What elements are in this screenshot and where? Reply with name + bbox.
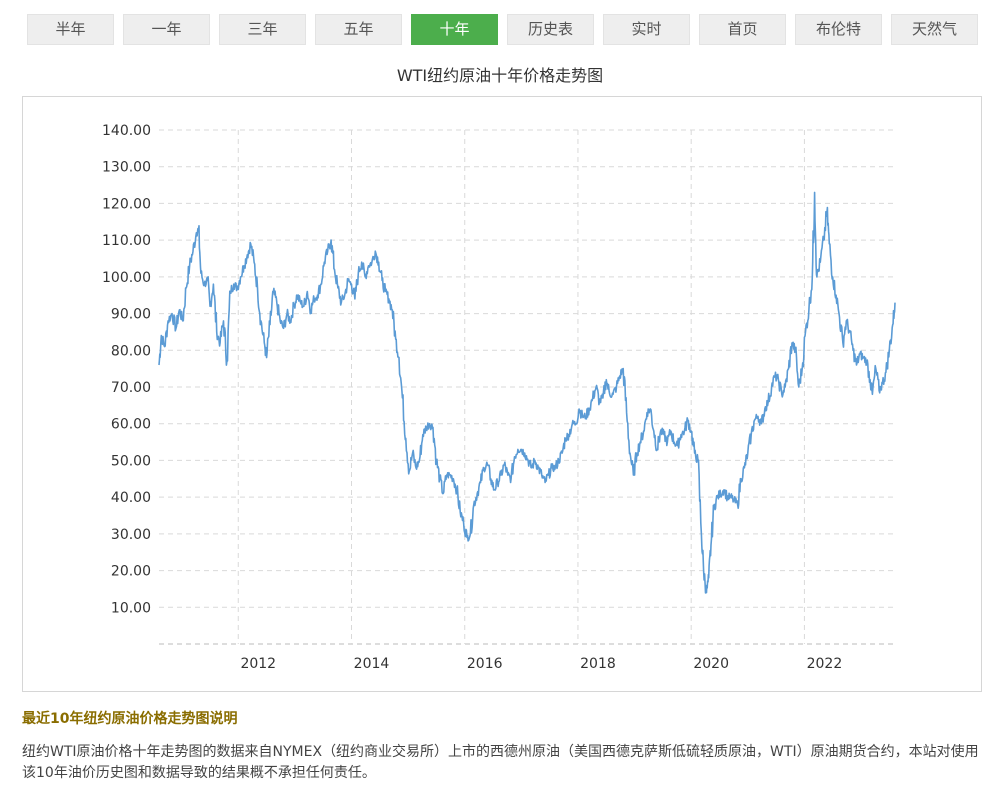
tab-1[interactable]: 一年 xyxy=(123,14,210,45)
x-tick-label: 2018 xyxy=(580,656,616,672)
y-tick-label: 90.00 xyxy=(111,307,151,323)
description-body: 纽约WTI原油价格十年走势图的数据来自NYMEX（纽约商业交易所）上市的西德州原… xyxy=(22,744,979,781)
y-tick-label: 50.00 xyxy=(111,453,151,469)
x-tick-label: 2016 xyxy=(467,656,503,672)
y-tick-label: 20.00 xyxy=(111,564,151,580)
x-tick-label: 2014 xyxy=(354,656,390,672)
chart-title: WTI纽约原油十年价格走势图 xyxy=(396,66,604,85)
chart-svg: 10.00 20.00 30.00 40.00 50.00 60.00 70.00 80.00… xyxy=(102,123,896,672)
tab-0[interactable]: 半年 xyxy=(27,14,114,45)
y-tick-label: 40.00 xyxy=(111,490,151,506)
y-tick-label: 140.00 xyxy=(102,123,151,139)
chart-container: 10.00 20.00 30.00 40.00 50.00 60.00 70.00 80.00… xyxy=(22,96,982,692)
y-tick-label: 60.00 xyxy=(111,417,151,433)
description-heading: 最近10年纽约原油价格走势图说明 xyxy=(22,711,238,727)
wti-price-line xyxy=(158,191,896,594)
tab-7[interactable]: 首页 xyxy=(699,14,786,45)
x-tick-label: 2012 xyxy=(240,656,276,672)
tab-8[interactable]: 布伦特 xyxy=(795,14,882,45)
tab-4[interactable]: 十年 xyxy=(411,14,498,45)
y-tick-label: 10.00 xyxy=(111,600,151,616)
y-tick-label: 30.00 xyxy=(111,527,151,543)
y-tick-label: 100.00 xyxy=(102,270,151,286)
tab-6[interactable]: 实时 xyxy=(603,14,690,45)
y-tick-label: 110.00 xyxy=(102,233,151,249)
tab-5[interactable]: 历史表 xyxy=(507,14,594,45)
y-tick-label: 130.00 xyxy=(102,160,151,176)
tab-9[interactable]: 天然气 xyxy=(891,14,978,45)
x-tick-label: 2020 xyxy=(693,656,729,672)
y-tick-label: 80.00 xyxy=(111,343,151,359)
y-tick-label: 70.00 xyxy=(111,380,151,396)
y-tick-label: 120.00 xyxy=(102,196,151,212)
tab-3[interactable]: 五年 xyxy=(315,14,402,45)
tab-2[interactable]: 三年 xyxy=(219,14,306,45)
x-tick-label: 2022 xyxy=(807,656,843,672)
period-tabs: 半年 一年 三年 五年 十年 历史表 实时 首页 布伦特 天然气 xyxy=(27,14,987,46)
